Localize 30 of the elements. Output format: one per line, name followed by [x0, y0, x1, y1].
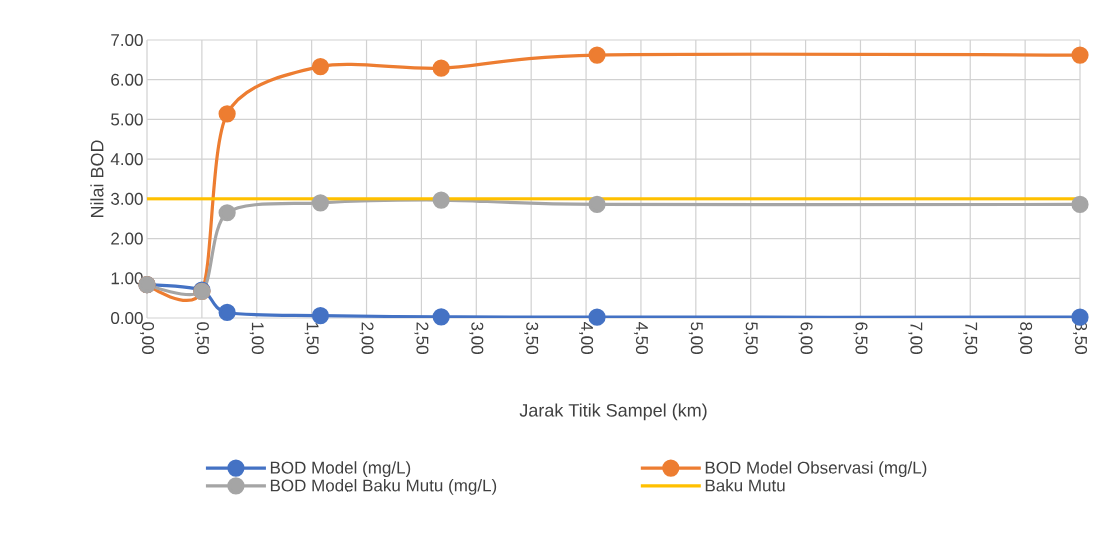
y-tick-label: 5.00 — [111, 113, 143, 126]
legend-label: BOD Model Baku Mutu (mg/L) — [270, 479, 497, 495]
x-tick-label: 5,00 — [688, 322, 703, 354]
x-tick-label: 3,50 — [524, 322, 539, 354]
x-tick-label: 6,50 — [853, 322, 868, 354]
x-tick-label: 3,00 — [469, 322, 484, 354]
y-tick-label: 0.00 — [111, 311, 143, 325]
legend-label: BOD Model Observasi (mg/L) — [705, 461, 927, 478]
x-tick-label: 8,00 — [1018, 322, 1033, 354]
x-tick-label: 7,00 — [908, 322, 923, 354]
x-tick-label: 1,50 — [304, 322, 319, 354]
x-axis-title: Jarak Titik Sampel (km) — [519, 403, 707, 421]
x-tick-label: 7,50 — [963, 322, 978, 354]
legend-label: Baku Mutu — [705, 479, 785, 492]
y-axis-title: Nilai BOD — [90, 140, 104, 218]
x-tick-label: 6,00 — [798, 322, 813, 354]
y-tick-label: 2.00 — [111, 232, 143, 245]
y-tick-label: 3.00 — [111, 192, 143, 205]
x-tick-label: 2,00 — [359, 322, 374, 354]
x-tick-label: 2,50 — [414, 322, 429, 354]
legend-label: BOD Model (mg/L) — [270, 461, 411, 478]
y-tick-label: 4.00 — [110, 153, 143, 166]
y-tick-label: 6.00 — [111, 73, 143, 86]
x-tick-label: 5,50 — [743, 322, 758, 354]
x-tick-label: 1,00 — [249, 322, 264, 354]
x-tick-label: 4,00 — [579, 321, 594, 354]
x-tick-label: 0,50 — [194, 322, 209, 354]
x-tick-label: 4,50 — [633, 321, 648, 354]
x-tick-label: 0,00 — [139, 322, 155, 354]
y-tick-label: 7.00 — [111, 33, 143, 47]
